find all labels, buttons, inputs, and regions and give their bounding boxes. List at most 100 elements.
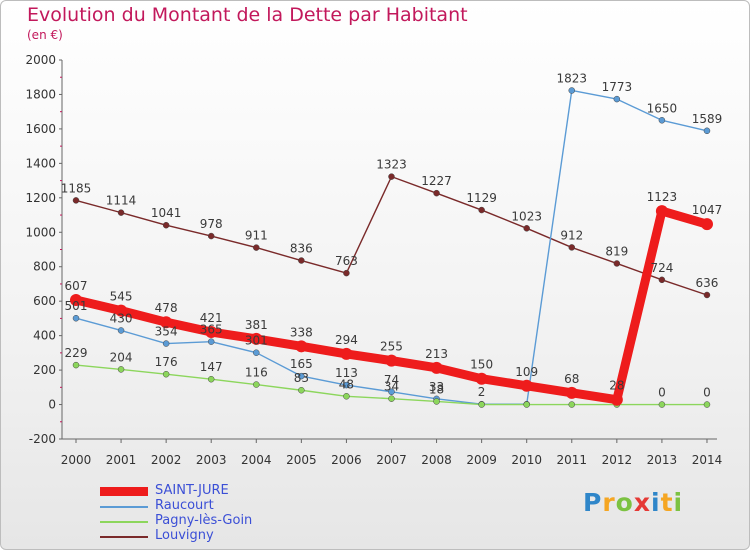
y-tick-label: 1800 [25, 87, 56, 101]
data-point-saint-jure [295, 340, 308, 353]
chart-subtitle: (en €) [27, 28, 63, 42]
data-point-saint-jure [610, 393, 623, 406]
data-point-louvigny [207, 232, 215, 240]
y-tick-label: 1400 [25, 156, 56, 170]
data-point-louvigny [613, 260, 621, 267]
data-point-saint-jure [160, 316, 173, 329]
logo-letter: x [633, 488, 651, 517]
chart-title: Evolution du Montant de la Dette par Hab… [27, 4, 468, 26]
data-label-louvigny: 1129 [466, 191, 497, 205]
data-point-saint-jure [430, 361, 443, 374]
logo-letter: o [615, 488, 634, 517]
data-point-saint-jure [385, 354, 398, 367]
data-point-saint-jure [475, 372, 488, 385]
data-label-pagny-l-s-goin: 34 [384, 380, 399, 394]
data-label-raucourt: 2 [478, 385, 486, 399]
data-point-pagny-l-s-goin [658, 401, 666, 408]
logo-letter: P [583, 488, 603, 517]
x-tick-label: 2007 [376, 453, 407, 467]
legend-swatch [100, 536, 148, 538]
data-point-raucourt [703, 127, 711, 135]
data-label-louvigny: 1323 [376, 158, 407, 172]
data-point-pagny-l-s-goin [703, 401, 711, 408]
x-tick-label: 2001 [106, 453, 137, 467]
data-label-pagny-l-s-goin: 229 [65, 346, 88, 360]
y-tick-label: 400 [33, 329, 56, 343]
data-point-pagny-l-s-goin [388, 395, 395, 402]
x-tick-label: 2012 [602, 453, 633, 467]
data-labels: 1185 1114 1041 978 911 836 763 1323 1227 1129 1023… [61, 71, 723, 399]
data-point-raucourt [253, 349, 260, 356]
data-point-louvigny [162, 221, 170, 229]
data-label-raucourt: 501 [65, 299, 88, 313]
y-tick-label: 0 [48, 398, 56, 412]
data-label-saint-jure: 109 [515, 365, 538, 379]
data-label-louvigny: 724 [650, 261, 673, 275]
legend-swatch [100, 521, 148, 523]
x-tick-label: 2004 [241, 453, 272, 467]
legend-label: Louvigny [155, 528, 214, 543]
data-label-raucourt: 365 [200, 323, 223, 337]
legend-label: Pagny-lès-Goin [155, 513, 253, 528]
data-label-louvigny: 636 [696, 276, 719, 290]
data-label-raucourt: 430 [110, 311, 133, 325]
data-label-raucourt: 301 [245, 334, 268, 348]
data-label-saint-jure: 607 [65, 279, 88, 293]
data-point-raucourt [343, 381, 350, 389]
data-label-raucourt: 354 [155, 325, 178, 339]
y-tick-label: 1000 [25, 225, 56, 239]
data-label-saint-jure: 1047 [692, 203, 723, 217]
y-tick-label: 1600 [25, 122, 56, 136]
data-label-raucourt: 74 [384, 373, 399, 387]
data-label-raucourt: 1589 [692, 112, 723, 126]
y-tick-label: 2000 [25, 53, 56, 67]
data-label-raucourt: 33 [429, 380, 444, 394]
series-line-louvigny [75, 175, 708, 296]
y-tick-label: 200 [33, 363, 56, 377]
x-tick-label: 2011 [556, 453, 587, 467]
data-point-saint-jure [70, 293, 82, 306]
proxiti-logo: Proxiti [583, 488, 683, 517]
logo-letter: r [602, 488, 616, 517]
x-tick-label: 2000 [61, 453, 92, 467]
data-point-saint-jure [205, 326, 218, 339]
data-label-louvigny: 1227 [421, 174, 452, 188]
data-label-saint-jure: 255 [380, 340, 403, 354]
data-point-raucourt [658, 117, 666, 124]
y-tick-label: 1200 [25, 191, 56, 205]
data-label-pagny-l-s-goin: 147 [200, 360, 223, 374]
data-point-saint-jure [340, 347, 353, 360]
data-label-saint-jure: 545 [110, 290, 133, 304]
logo-letter: t [660, 488, 674, 517]
data-label-saint-jure: 381 [245, 318, 268, 332]
data-point-saint-jure [655, 205, 668, 218]
data-label-saint-jure: 68 [564, 372, 579, 386]
data-label-pagny-l-s-goin: 0 [703, 386, 711, 400]
data-label-raucourt: 165 [290, 357, 313, 371]
y-tick-label: 800 [33, 260, 56, 274]
data-point-pagny-l-s-goin [568, 401, 576, 408]
data-point-saint-jure [700, 218, 713, 231]
data-label-louvigny: 978 [200, 217, 223, 231]
x-tick-label: 2006 [331, 453, 362, 467]
data-label-saint-jure: 294 [335, 333, 358, 347]
legend-label: Raucourt [155, 498, 214, 513]
legend-swatch [100, 487, 148, 496]
x-tick-label: 2009 [466, 453, 497, 467]
data-point-raucourt [72, 314, 80, 322]
data-point-saint-jure [250, 332, 263, 345]
data-label-louvigny: 763 [335, 254, 358, 268]
data-point-louvigny [478, 206, 485, 214]
data-label-saint-jure: 213 [425, 347, 448, 361]
data-point-saint-jure [520, 379, 533, 392]
data-point-louvigny [523, 225, 530, 232]
data-label-saint-jure: 338 [290, 325, 313, 339]
y-tick-label: -200 [29, 432, 56, 446]
data-label-saint-jure: 28 [609, 379, 624, 393]
data-label-pagny-l-s-goin: 48 [339, 377, 354, 391]
data-label-saint-jure: 421 [200, 311, 223, 325]
data-point-raucourt [613, 95, 621, 103]
data-point-pagny-l-s-goin [117, 366, 125, 373]
data-label-pagny-l-s-goin: 18 [429, 382, 444, 396]
